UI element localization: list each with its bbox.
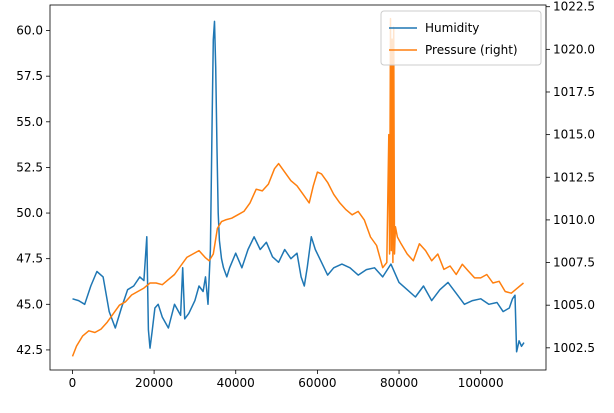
y-right-tick-label: 1017.5 (553, 85, 595, 99)
legend-label-pressure: Pressure (right) (425, 43, 518, 57)
x-tick-label: 100000 (458, 376, 504, 390)
y-left-tick-label: 57.5 (16, 69, 43, 83)
y-right-tick-label: 1015.0 (553, 128, 595, 142)
y-left-tick-label: 47.5 (16, 252, 43, 266)
x-axis: 0 20000 40000 60000 80000 100000 (69, 370, 504, 390)
series-layer (71, 17, 525, 357)
x-tick-label: 80000 (380, 376, 418, 390)
y-left-tick-label: 55.0 (16, 115, 43, 129)
y-axis-right: 1002.5 1005.0 1007.5 1010.0 1012.5 1015.0 1017… (546, 0, 595, 355)
y-left-tick-label: 42.5 (16, 343, 43, 357)
y-right-tick-label: 1022.5 (553, 0, 595, 14)
legend: Humidity Pressure (right) (380, 10, 542, 66)
legend-box (380, 10, 542, 66)
y-left-tick-label: 45.0 (16, 297, 43, 311)
y-right-tick-label: 1007.5 (553, 256, 595, 270)
series-line-pressure (71, 17, 524, 357)
series-line-humidity (72, 20, 525, 353)
y-right-tick-label: 1002.5 (553, 341, 595, 355)
y-right-tick-label: 1012.5 (553, 170, 595, 184)
x-tick-label: 60000 (298, 376, 336, 390)
legend-label-humidity: Humidity (425, 21, 479, 35)
x-tick-label: 40000 (217, 376, 255, 390)
y-axis-left: 42.5 45.0 47.5 50.0 52.5 55.0 57.5 60.0 (16, 24, 50, 357)
x-tick-label: 20000 (135, 376, 173, 390)
y-right-tick-label: 1020.0 (553, 42, 595, 56)
y-left-tick-label: 50.0 (16, 206, 43, 220)
y-left-tick-label: 60.0 (16, 24, 43, 38)
y-left-tick-label: 52.5 (16, 160, 43, 174)
y-right-tick-label: 1010.0 (553, 213, 595, 227)
plot-frame (49, 4, 547, 371)
y-right-tick-label: 1005.0 (553, 298, 595, 312)
x-tick-label: 0 (69, 376, 77, 390)
